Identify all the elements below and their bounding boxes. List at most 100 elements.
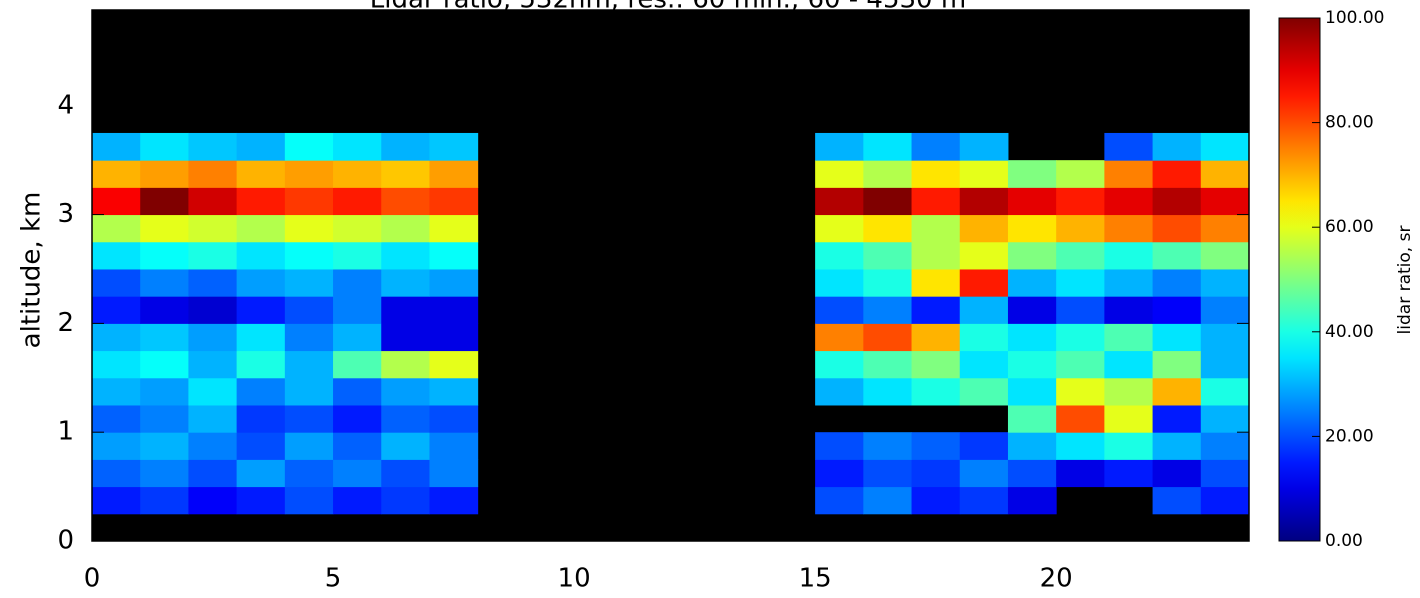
heat-cell [863, 268, 913, 297]
heat-cell [815, 459, 864, 488]
heat-cell [1104, 377, 1154, 406]
heat-cell [863, 459, 913, 488]
heat-cell [381, 350, 430, 379]
heat-cell [381, 268, 430, 297]
heat-cell [92, 404, 141, 433]
heat-cell [284, 296, 334, 324]
heat-cell [911, 132, 961, 161]
heat-cell [1007, 296, 1057, 324]
heat-cell [429, 160, 479, 188]
heat-cell [429, 323, 479, 352]
heat-cell [140, 323, 189, 352]
heat-cell [863, 241, 913, 270]
heat-cell [863, 132, 913, 161]
heat-cell [381, 486, 430, 515]
heat-cell [959, 214, 1009, 243]
heat-cell [140, 268, 189, 297]
heat-cell [92, 214, 141, 243]
heat-cell [284, 160, 334, 188]
heat-cell [1104, 296, 1154, 324]
heat-cell [333, 432, 382, 460]
heat-cell [1152, 350, 1202, 379]
heat-cell [92, 241, 141, 270]
heat-cell [1104, 187, 1154, 216]
heat-cell [92, 132, 141, 161]
heat-cell [284, 323, 334, 352]
heat-cell [236, 459, 286, 488]
heat-cell [911, 486, 961, 515]
heat-cell [188, 268, 238, 297]
y-tick-label: 1 [57, 417, 74, 447]
heat-cell [236, 160, 286, 188]
y-tick-label: 4 [57, 90, 74, 120]
heat-cell [236, 486, 286, 515]
heat-cell [236, 132, 286, 161]
heat-cell [236, 296, 286, 324]
heat-cell [284, 432, 334, 460]
heat-cell [1007, 459, 1057, 488]
heat-cell [236, 323, 286, 352]
heat-cell [815, 432, 864, 460]
heat-cell [333, 132, 382, 161]
heat-cell [1007, 404, 1057, 433]
heat-cell [92, 323, 141, 352]
x-tick-label: 5 [325, 564, 342, 594]
heat-cell [333, 160, 382, 188]
heat-cell [1200, 404, 1250, 433]
heat-cell [1007, 187, 1057, 216]
heat-cell [959, 459, 1009, 488]
heat-cell [284, 214, 334, 243]
heat-cell [959, 350, 1009, 379]
heat-cell [1200, 459, 1250, 488]
heat-cell [815, 187, 864, 216]
heat-cell [863, 377, 913, 406]
heat-cell [333, 459, 382, 488]
heat-cell [140, 377, 189, 406]
heat-cell [236, 350, 286, 379]
heat-cell [1200, 323, 1250, 352]
heat-cell [1007, 214, 1057, 243]
heat-cell [1056, 160, 1105, 188]
heat-cell [429, 268, 479, 297]
heat-cell [1007, 268, 1057, 297]
heat-cell [863, 187, 913, 216]
heat-cell [1007, 486, 1057, 515]
heat-cell [381, 296, 430, 324]
heat-cell [911, 241, 961, 270]
heat-cell [863, 486, 913, 515]
heat-cell [1200, 187, 1250, 216]
heat-cell [1056, 214, 1105, 243]
heat-cell [1200, 486, 1250, 515]
heat-cell [1056, 459, 1105, 488]
heat-cell [333, 486, 382, 515]
heat-cell [381, 160, 430, 188]
heat-cell [911, 296, 961, 324]
heat-cell [236, 377, 286, 406]
heat-cell [284, 132, 334, 161]
x-tick-label: 20 [1040, 564, 1073, 594]
heat-cell [1152, 459, 1202, 488]
heat-cell [188, 323, 238, 352]
heat-cell [1152, 160, 1202, 188]
heat-cell [1104, 241, 1154, 270]
heat-cell [1200, 214, 1250, 243]
heat-cell [911, 268, 961, 297]
heat-cell [429, 187, 479, 216]
heat-cell [429, 214, 479, 243]
heat-cell [959, 377, 1009, 406]
heat-cell [959, 268, 1009, 297]
heat-cell [381, 432, 430, 460]
heat-cell [381, 459, 430, 488]
colorbar-label: lidar ratio, sr [1395, 226, 1415, 335]
heat-cell [1152, 132, 1202, 161]
heat-cell [92, 160, 141, 188]
heat-cell [236, 404, 286, 433]
heat-cell [92, 350, 141, 379]
y-axis-label: altitude, km [17, 192, 47, 349]
heat-cell [188, 160, 238, 188]
heat-cell [429, 404, 479, 433]
heat-cell [236, 241, 286, 270]
heat-cell [1200, 377, 1250, 406]
heat-cell [429, 486, 479, 515]
heat-cell [140, 296, 189, 324]
